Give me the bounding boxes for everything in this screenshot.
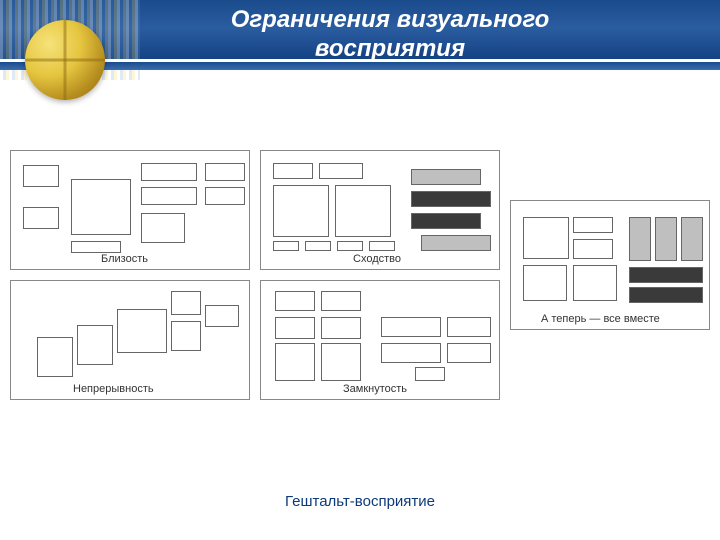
panel-continuity-rect-2 [117,309,167,353]
panel-similarity-rect-5 [305,241,331,251]
panel-all-together-rect-7 [681,217,703,261]
panel-proximity-rect-7 [205,187,245,205]
panel-similarity-rect-3 [335,185,391,237]
panel-continuity-rect-1 [77,325,113,365]
panel-closure-rect-10 [415,367,445,381]
globe-icon [10,5,120,115]
panel-similarity-label: Сходство [353,253,401,265]
panel-similarity-rect-0 [273,163,313,179]
panel-similarity-rect-11 [421,235,491,251]
panel-closure-rect-2 [275,317,315,339]
panel-similarity: Сходство [260,150,500,270]
panel-continuity: Непрерывность [10,280,250,400]
panel-closure-rect-1 [321,291,361,311]
panel-proximity-rect-0 [23,165,59,187]
slide-header: Ограничения визуального восприятия [0,0,720,70]
panel-all-together: А теперь — все вместе [510,200,710,330]
gestalt-panels: Близость Сходство Непрерывность Замкнутость… [0,120,720,460]
panel-closure: Замкнутость [260,280,500,400]
panel-continuity-rect-5 [205,305,239,327]
slide-title: Ограничения визуального восприятия [231,6,550,64]
panel-proximity-rect-3 [71,241,121,253]
title-line-1: Ограничения визуального [231,6,550,33]
caption-text: Гештальт-восприятие [285,493,435,510]
panel-closure-rect-8 [381,343,441,363]
slide-content: Близость Сходство Непрерывность Замкнутость… [0,70,720,460]
panel-all-together-rect-1 [573,217,613,233]
panel-all-together-rect-9 [629,287,703,303]
panel-similarity-rect-10 [411,191,491,207]
panel-continuity-rect-0 [37,337,73,377]
panel-all-together-rect-3 [523,265,567,301]
panel-proximity-rect-4 [141,163,197,181]
panel-all-together-rect-5 [629,217,651,261]
panel-similarity-rect-9 [411,213,481,229]
panel-continuity-label: Непрерывность [73,383,154,395]
panel-all-together-rect-4 [573,265,617,301]
slide-caption: Гештальт-восприятие [0,493,720,510]
panel-proximity-rect-5 [141,187,197,205]
panel-all-together-rect-6 [655,217,677,261]
panel-proximity-rect-2 [71,179,131,235]
panel-continuity-rect-3 [171,321,201,351]
panel-similarity-rect-8 [411,169,481,185]
panel-closure-label: Замкнутость [343,383,407,395]
panel-closure-rect-4 [275,343,315,381]
panel-closure-rect-0 [275,291,315,311]
panel-closure-rect-7 [447,317,491,337]
panel-closure-rect-6 [381,317,441,337]
panel-similarity-rect-7 [369,241,395,251]
panel-closure-rect-9 [447,343,491,363]
panel-all-together-label: А теперь — все вместе [541,313,660,325]
panel-proximity: Близость [10,150,250,270]
panel-proximity-rect-1 [23,207,59,229]
panel-all-together-rect-0 [523,217,569,259]
panel-proximity-rect-8 [141,213,185,243]
title-line-2: восприятия [315,35,465,62]
panel-similarity-rect-6 [337,241,363,251]
panel-closure-rect-3 [321,317,361,339]
panel-similarity-rect-2 [273,185,329,237]
panel-similarity-rect-1 [319,163,363,179]
panel-proximity-rect-6 [205,163,245,181]
panel-continuity-rect-4 [171,291,201,315]
panel-all-together-rect-2 [573,239,613,259]
panel-closure-rect-5 [321,343,361,381]
panel-similarity-rect-4 [273,241,299,251]
panel-proximity-label: Близость [101,253,148,265]
panel-all-together-rect-8 [629,267,703,283]
